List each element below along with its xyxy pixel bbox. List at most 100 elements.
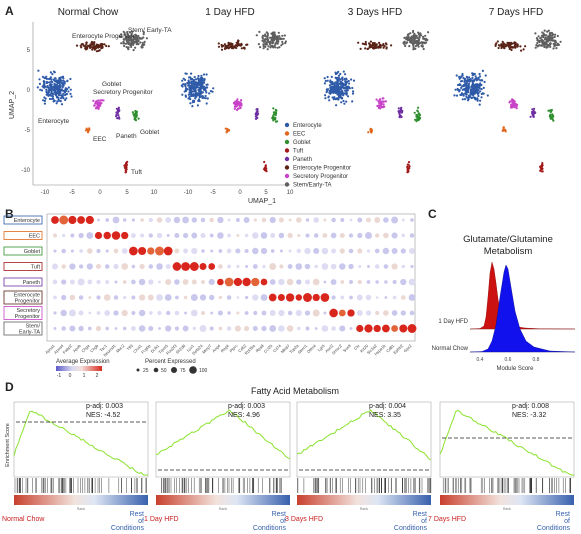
dotplot-dot: [148, 264, 154, 269]
dotplot-dot: [87, 279, 93, 285]
umap-point: [550, 108, 553, 112]
umap-point: [465, 93, 468, 96]
dotplot-dot: [358, 265, 362, 268]
gsea-nes: NES: 4.96: [228, 412, 260, 419]
umap-point: [336, 89, 339, 92]
dotplot-dot: [331, 217, 336, 223]
umap-point: [63, 82, 66, 85]
umap-x-axis-title: UMAP_1: [248, 198, 276, 205]
dotplot-dot: [77, 278, 85, 286]
dotplot-dot: [384, 280, 388, 284]
dotplot-dot: [166, 234, 170, 237]
dotplot-dot: [252, 247, 259, 255]
umap-point: [233, 107, 236, 110]
umap-point: [232, 47, 235, 50]
umap-point: [334, 72, 337, 76]
umap-point: [103, 43, 106, 46]
umap-point: [122, 30, 125, 33]
umap-point: [262, 47, 265, 50]
row-label: Goblet: [24, 249, 41, 255]
dotplot-dot: [140, 233, 145, 238]
dotplot-dot: [348, 233, 354, 238]
dotplot-dot: [251, 277, 260, 287]
umap-point: [326, 89, 329, 92]
umap-point: [479, 99, 482, 102]
dotplot-dot: [313, 217, 320, 223]
gene-label: Cd81: [385, 343, 396, 354]
umap-point: [262, 43, 265, 46]
dotplot-dot: [208, 278, 215, 286]
umap-point: [464, 91, 467, 94]
umap-point: [55, 87, 59, 90]
gene-label: Mmp7: [201, 343, 213, 355]
dotplot-dot: [165, 279, 172, 285]
umap-point: [470, 96, 473, 100]
dotplot-dot: [261, 325, 267, 332]
umap-point: [125, 39, 128, 42]
umap-point: [410, 40, 413, 43]
umap-point: [60, 103, 64, 106]
dotplot-dot: [330, 263, 337, 270]
umap-point: [43, 99, 46, 102]
umap-point: [549, 110, 552, 113]
gsea-condition-label: 1 Day HFD: [144, 516, 179, 523]
umap-point: [344, 73, 347, 76]
ridge-title-line1: Glutamate/Glutamine: [463, 234, 553, 245]
umap-point: [410, 35, 413, 38]
umap-plot-normal-chow: [36, 30, 148, 174]
umap-point: [276, 42, 279, 45]
umap-point: [550, 31, 553, 34]
umap-x-tick-6: -5: [210, 190, 216, 196]
dotplot-dot: [357, 232, 363, 239]
row-label-box: [3, 215, 43, 225]
umap-point: [477, 78, 480, 81]
umap-point: [377, 104, 380, 107]
umap-point: [234, 44, 238, 47]
umap-point: [221, 44, 224, 48]
umap-point: [475, 87, 478, 90]
umap-point: [472, 91, 475, 94]
umap-point: [541, 162, 544, 165]
umap-point: [66, 88, 69, 91]
umap-point: [85, 41, 88, 44]
dotplot-dot: [105, 218, 110, 222]
umap-point: [336, 79, 340, 82]
umap-point: [237, 107, 240, 110]
umap-point: [256, 110, 259, 113]
dotplot-dot: [165, 264, 171, 269]
dotplot-dot: [339, 263, 346, 270]
umap-plot-3-days-hfd: [323, 29, 430, 174]
umap-point: [261, 34, 264, 37]
dotplot-dot: [410, 218, 414, 222]
umap-point: [422, 37, 425, 40]
dotplot-dot: [244, 311, 249, 315]
dotplot-dot: [330, 232, 337, 239]
umap-point: [538, 44, 541, 47]
panel-label-a: A: [5, 4, 14, 18]
umap-point: [38, 78, 41, 81]
dotplot-dot: [278, 278, 285, 286]
umap-point: [137, 43, 140, 46]
dotplot-dot: [69, 263, 76, 270]
dotplot-dot: [321, 263, 329, 270]
dotplot-dot: [331, 295, 336, 300]
umap-point: [413, 111, 416, 114]
umap-point: [461, 98, 464, 101]
row-label: Progenitor: [15, 314, 41, 320]
umap-point: [201, 76, 204, 80]
umap-point: [206, 86, 209, 89]
umap-point: [345, 80, 349, 83]
umap-point: [143, 40, 146, 43]
umap-point: [43, 86, 46, 89]
dotplot-dot: [383, 310, 389, 316]
umap-point: [64, 94, 67, 97]
legend-swatch: [284, 173, 290, 179]
dotplot-dot: [323, 280, 327, 284]
umap-point: [484, 74, 487, 77]
dotplot-dot: [158, 280, 161, 284]
umap-point: [406, 33, 409, 36]
umap-point: [474, 77, 477, 80]
umap-point: [57, 98, 60, 101]
umap-point: [131, 111, 134, 114]
dotplot-dot: [323, 311, 327, 315]
